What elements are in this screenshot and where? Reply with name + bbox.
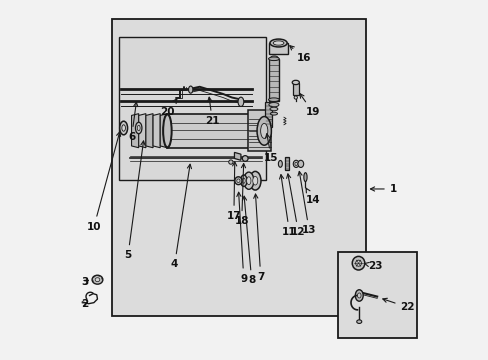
Ellipse shape [240, 175, 246, 186]
Ellipse shape [355, 290, 363, 301]
Ellipse shape [120, 121, 127, 135]
Ellipse shape [257, 117, 271, 145]
Ellipse shape [269, 107, 277, 111]
Ellipse shape [294, 96, 297, 99]
Text: 4: 4 [171, 164, 191, 269]
Ellipse shape [273, 41, 284, 45]
Ellipse shape [357, 293, 360, 298]
Bar [112, 19, 366, 316]
Text: 22: 22 [382, 298, 414, 312]
Ellipse shape [270, 56, 278, 60]
Ellipse shape [351, 256, 364, 270]
Bar [337, 252, 416, 338]
Bar [167, 114, 258, 148]
Bar [292, 83, 298, 95]
Text: 13: 13 [297, 171, 316, 235]
Polygon shape [131, 114, 139, 148]
Ellipse shape [249, 171, 261, 190]
Text: 23: 23 [364, 261, 382, 271]
Ellipse shape [355, 260, 361, 266]
Text: 18: 18 [234, 163, 248, 226]
Ellipse shape [92, 275, 102, 284]
Ellipse shape [238, 97, 244, 107]
Text: 6: 6 [128, 102, 138, 142]
Ellipse shape [163, 114, 171, 148]
Text: 17: 17 [226, 162, 241, 221]
Bar [265, 102, 272, 127]
Polygon shape [145, 114, 153, 148]
Ellipse shape [294, 162, 297, 166]
Ellipse shape [242, 178, 244, 183]
Ellipse shape [268, 57, 279, 60]
Bar [247, 110, 271, 151]
Text: 5: 5 [124, 141, 145, 260]
Ellipse shape [260, 123, 267, 138]
Ellipse shape [270, 112, 277, 115]
Polygon shape [160, 114, 167, 148]
Ellipse shape [292, 80, 299, 85]
Text: 21: 21 [204, 97, 219, 126]
Ellipse shape [246, 177, 250, 185]
Text: 8: 8 [242, 196, 255, 285]
Text: 20: 20 [160, 99, 177, 117]
Bar [268, 59, 279, 101]
Polygon shape [153, 114, 160, 148]
Ellipse shape [268, 103, 278, 107]
Text: 10: 10 [86, 132, 121, 231]
Ellipse shape [278, 161, 282, 167]
Ellipse shape [297, 160, 303, 167]
Ellipse shape [303, 173, 306, 181]
Ellipse shape [122, 125, 125, 131]
Ellipse shape [236, 179, 240, 183]
Ellipse shape [356, 320, 361, 323]
Text: 1: 1 [370, 184, 396, 194]
Ellipse shape [228, 160, 233, 164]
Text: 7: 7 [253, 194, 264, 282]
Ellipse shape [242, 156, 247, 161]
Text: 12: 12 [286, 174, 305, 237]
Text: 15: 15 [264, 134, 278, 163]
Polygon shape [139, 114, 145, 148]
Ellipse shape [137, 125, 140, 131]
Text: 2: 2 [81, 299, 88, 309]
Ellipse shape [95, 278, 100, 282]
Text: 19: 19 [299, 94, 319, 117]
Bar [268, 43, 287, 54]
Text: 9: 9 [236, 192, 247, 284]
Ellipse shape [252, 176, 257, 185]
Polygon shape [119, 37, 265, 180]
Ellipse shape [269, 39, 286, 47]
Text: 11: 11 [279, 175, 296, 237]
Ellipse shape [163, 115, 171, 147]
Polygon shape [285, 157, 289, 170]
Ellipse shape [135, 122, 142, 134]
Ellipse shape [244, 172, 253, 189]
Text: 3: 3 [81, 277, 88, 287]
Ellipse shape [268, 98, 279, 102]
Text: 14: 14 [305, 188, 320, 205]
Polygon shape [234, 152, 241, 160]
Ellipse shape [234, 177, 242, 185]
Ellipse shape [293, 160, 298, 167]
Text: 16: 16 [289, 46, 310, 63]
Ellipse shape [188, 86, 192, 93]
